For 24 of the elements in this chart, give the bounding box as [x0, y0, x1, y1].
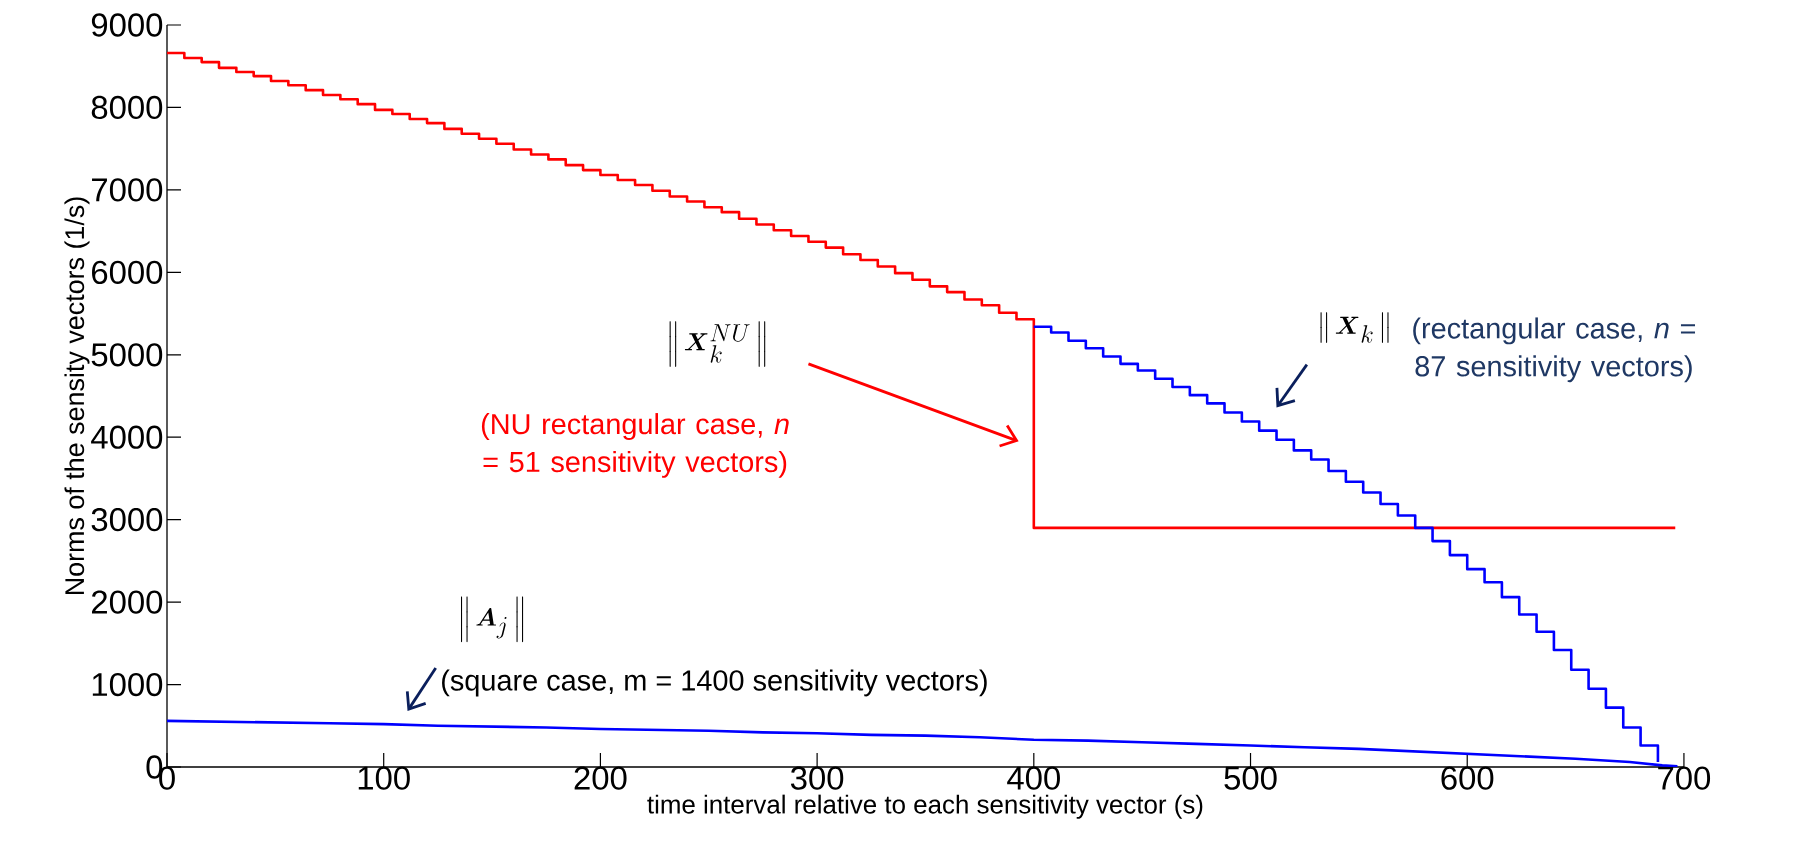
x-axis-title: time interval relative to each sensitivity vector (s)	[647, 794, 1203, 819]
annotation: (square case, m = 1400 sensitivity vectors)	[442, 669, 987, 697]
annotation: $\left\| \, \boldsymbol{X}_k \, \right\|$	[1320, 312, 1389, 343]
annotation: (rectangular case, n = 87 sensitivity vectors)	[1413, 317, 1696, 383]
x-tick-label: 500	[1224, 766, 1277, 790]
annotation: (NU rectangular case, n = 51 sensitivity vectors)	[481, 413, 789, 478]
x-tick-label: 400	[1007, 766, 1060, 790]
x-tick-label: 300	[790, 766, 844, 790]
y-tick-label: 4000	[91, 425, 163, 449]
y-tick-label: 6000	[92, 260, 163, 284]
y-tick-label: 9000	[91, 13, 163, 37]
annotation: $\left\| \, \boldsymbol{A}_j \, \right\|$	[461, 596, 524, 643]
x-tick-label: 700	[1658, 766, 1711, 790]
y-tick-label: 1000	[92, 672, 163, 697]
y-tick-label: 5000	[91, 343, 163, 367]
y-tick-label: 7000	[92, 178, 163, 202]
x-tick-label: 100	[358, 766, 410, 790]
y-tick-label: 2000	[92, 590, 163, 614]
x-tick-label: 600	[1441, 766, 1494, 790]
y-axis-title: Norms of the sensity vectors (1/s)	[64, 197, 90, 595]
y-tick-label: 3000	[91, 508, 163, 532]
x-tick-label: 200	[574, 766, 627, 790]
annotation: $\left\| \, \boldsymbol{X}_k^{NU} \, \right\|$	[669, 321, 766, 367]
y-tick-label: 8000	[91, 95, 163, 120]
